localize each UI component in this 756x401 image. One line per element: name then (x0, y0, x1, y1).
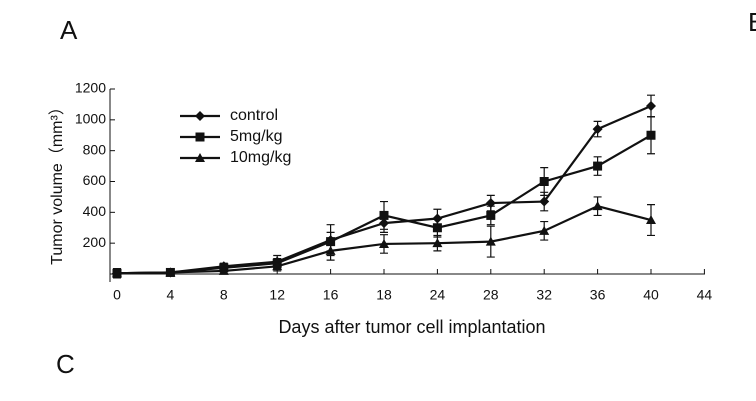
x-tick-label: 44 (697, 287, 713, 303)
x-tick-label: 40 (643, 287, 659, 303)
legend-label: control (230, 107, 278, 124)
y-axis-label: Tumor volume（mm³） (48, 99, 66, 265)
x-tick-label: 16 (323, 287, 339, 303)
x-tick-label: 8 (220, 287, 228, 303)
y-tick-label: 400 (83, 203, 107, 219)
marker (218, 265, 229, 275)
marker (165, 267, 176, 277)
marker (593, 161, 603, 171)
marker (272, 261, 283, 271)
marker (539, 196, 550, 207)
marker (379, 238, 389, 248)
marker (432, 238, 443, 248)
x-tick-label: 0 (113, 287, 121, 303)
y-tick-label: 200 (83, 234, 107, 250)
x-tick-label: 28 (483, 287, 499, 303)
panel-label: C (56, 349, 75, 379)
marker (325, 245, 336, 255)
x-tick-label: 32 (536, 287, 552, 303)
y-tick-label: 1000 (75, 111, 106, 127)
x-axis-label: Days after tumor cell implantation (278, 317, 545, 337)
marker (379, 210, 389, 220)
marker (592, 201, 603, 211)
marker (195, 132, 205, 142)
marker (432, 223, 442, 233)
marker (646, 100, 656, 111)
x-tick-label: 36 (590, 287, 606, 303)
legend-label: 10mg/kg (230, 149, 291, 166)
marker (486, 210, 496, 220)
x-tick-label: 24 (430, 287, 446, 303)
y-tick-label: 1200 (75, 80, 106, 96)
x-tick-label: 18 (376, 287, 392, 303)
legend-label: 5mg/kg (230, 128, 282, 145)
x-tick-label: 12 (269, 287, 285, 303)
y-tick-label: 800 (83, 141, 107, 157)
marker (485, 236, 496, 246)
marker (539, 225, 550, 235)
marker (646, 215, 656, 225)
marker (195, 153, 205, 162)
marker (592, 124, 603, 135)
marker (112, 268, 122, 278)
panel-label: B (748, 7, 756, 37)
y-tick-label: 600 (83, 172, 107, 188)
panel-label: A (60, 15, 78, 45)
marker (646, 130, 656, 140)
marker (195, 111, 205, 121)
marker (539, 177, 549, 186)
x-tick-label: 4 (167, 287, 175, 303)
